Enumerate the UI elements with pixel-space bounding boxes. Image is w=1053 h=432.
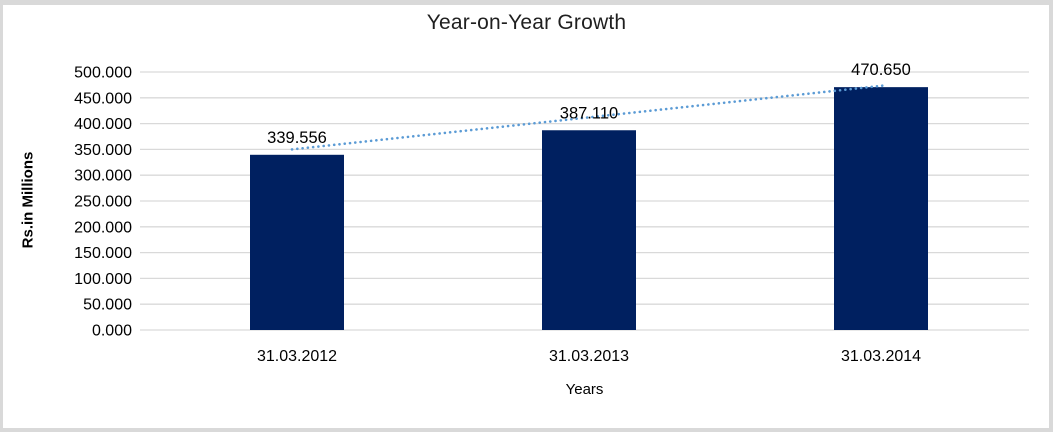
y-tick-label: 500.000 [74,65,132,82]
data-label: 470.650 [851,61,911,79]
y-tick-label: 300.000 [74,168,132,185]
y-tick-label: 0.000 [92,323,132,340]
y-tick-label: 100.000 [74,271,132,288]
x-category-label: 31.03.2012 [257,348,337,365]
y-tick-label: 400.000 [74,116,132,133]
trendline[interactable] [290,84,887,151]
y-axis-title: Rs.in Millions [19,151,37,249]
y-tick-label: 450.000 [74,90,132,107]
chart-title: Year-on-Year Growth [426,11,627,34]
x-category-label: 31.03.2013 [549,348,629,365]
bar-31.03.2014[interactable] [834,87,928,331]
data-label: 339.556 [267,129,327,147]
x-category-label: 31.03.2014 [841,348,921,365]
y-tick-label: 350.000 [74,142,132,159]
bar-31.03.2013[interactable] [542,130,636,330]
bar-31.03.2012[interactable] [250,154,344,330]
y-tick-label: 250.000 [74,194,132,211]
y-tick-label: 50.000 [83,297,132,314]
y-tick-label: 150.000 [74,245,132,262]
y-tick-label: 200.000 [74,219,132,236]
data-label: 387.110 [560,104,618,122]
x-axis-title: Years [565,381,604,398]
